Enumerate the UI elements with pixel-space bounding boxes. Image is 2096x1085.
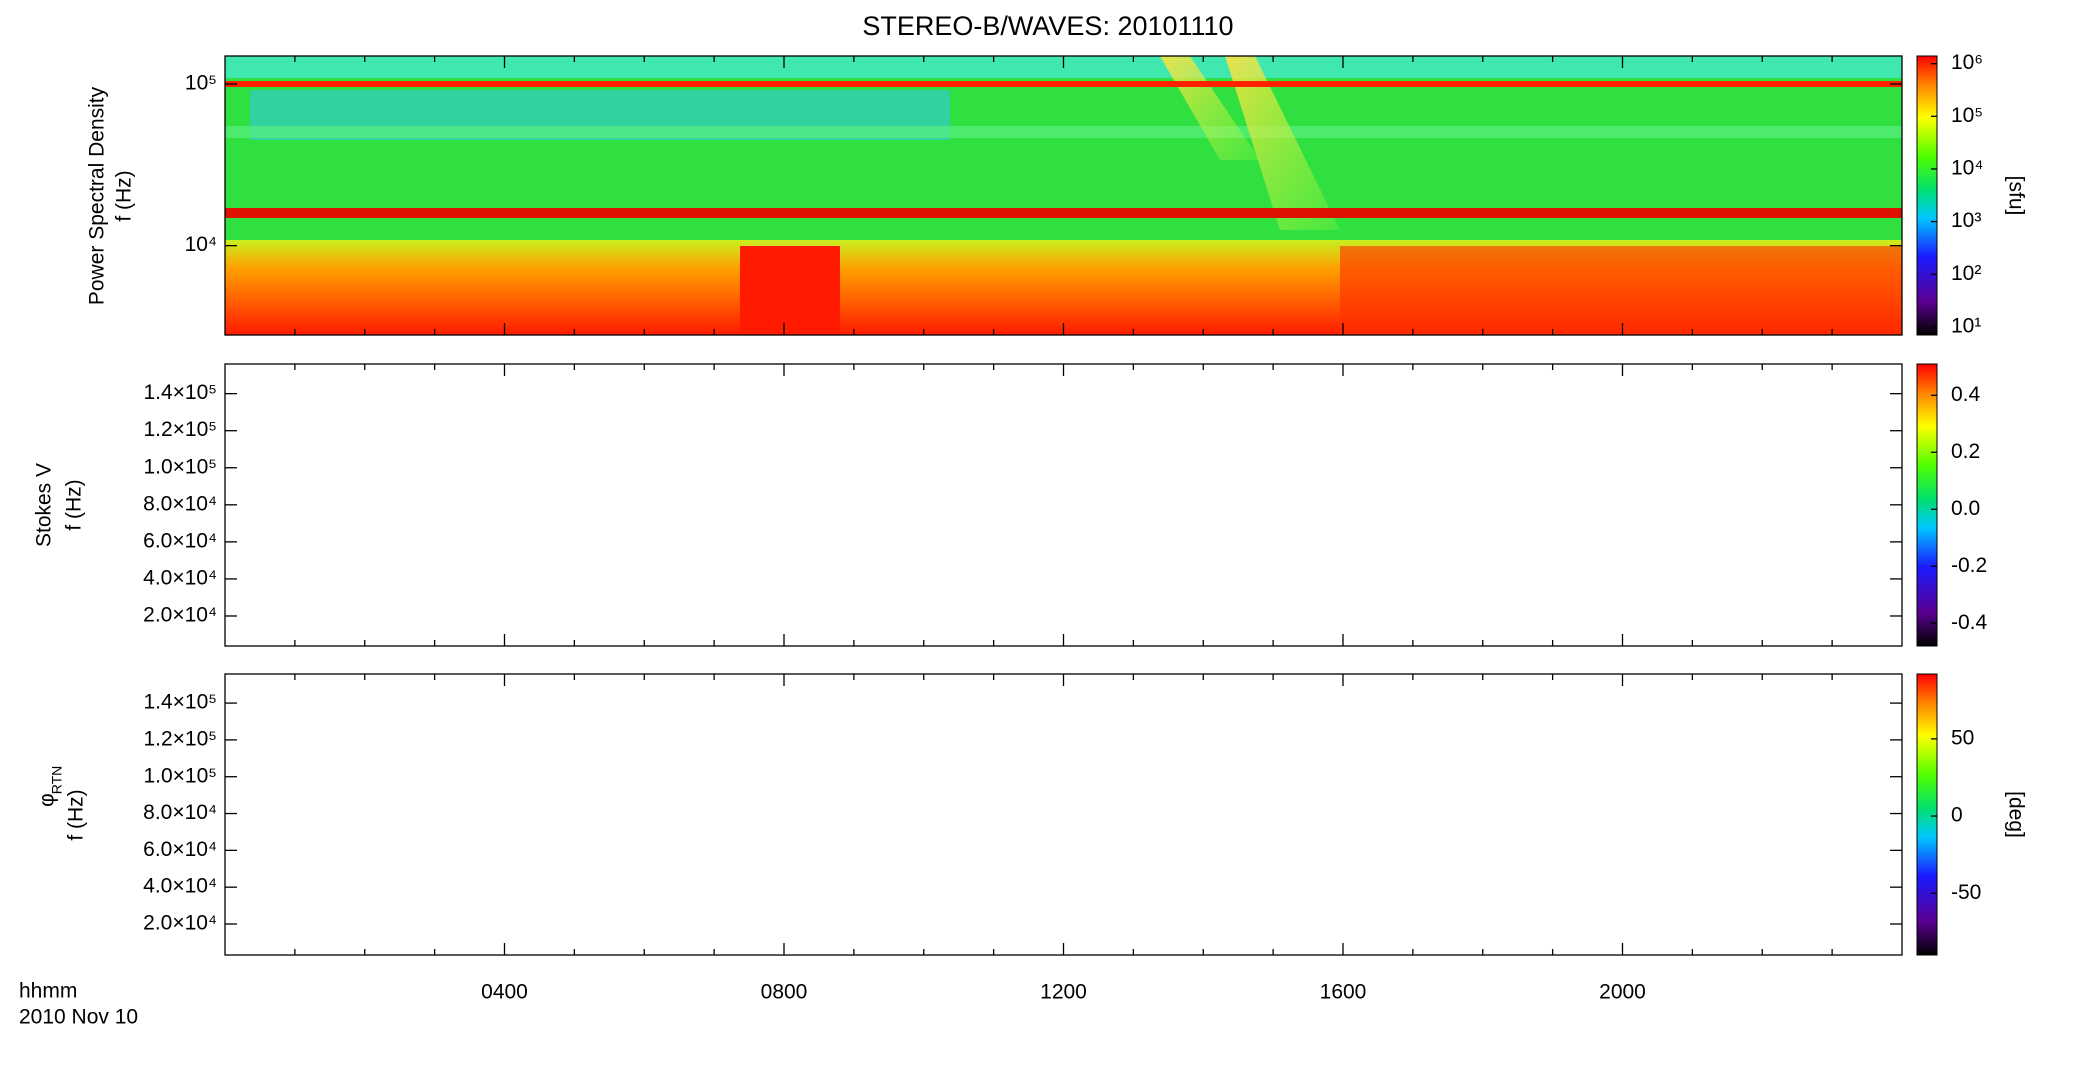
x-tick-label: 1200 <box>1040 981 1087 1004</box>
spectrogram-image <box>225 56 1902 335</box>
y-tick-label: 10⁴ <box>185 233 217 256</box>
x-tick-label: 0800 <box>761 981 808 1004</box>
colorbar-label: [sfu] <box>2004 176 2027 216</box>
y-tick-label: 1.0×10⁵ <box>143 764 217 787</box>
x-tick-label: 2000 <box>1599 981 1646 1004</box>
colorbar-tick-label: -50 <box>1951 881 1981 904</box>
y-axis-label: φ <box>36 793 59 807</box>
colorbar-tick-label: 0 <box>1951 804 1963 827</box>
colorbar-tick-label: -0.4 <box>1951 611 1988 634</box>
x-tick-label: 1600 <box>1320 981 1367 1004</box>
y-tick-label: 1.2×10⁵ <box>143 727 217 750</box>
colorbar <box>1916 363 1938 647</box>
y-tick-label: 8.0×10⁴ <box>143 801 217 824</box>
chart-title: STEREO-B/WAVES: 20101110 <box>862 11 1233 41</box>
y-axis-label: f (Hz) <box>63 479 86 530</box>
y-tick-label: 8.0×10⁴ <box>143 492 217 515</box>
colorbar-tick-label: 10³ <box>1951 209 1981 232</box>
y-axis-label: Stokes V <box>33 463 56 547</box>
colorbar <box>1916 55 1938 336</box>
colorbar-label: [deg] <box>2004 791 2027 838</box>
plot-frame <box>224 673 1903 956</box>
colorbar-tick-label: 10¹ <box>1951 314 1981 337</box>
colorbar-tick-label: -0.2 <box>1951 554 1987 577</box>
y-axis-label: f (Hz) <box>65 789 88 840</box>
y-axis-label: f (Hz) <box>113 170 136 221</box>
y-tick-label: 6.0×10⁴ <box>143 838 217 861</box>
y-axis-label: RTN <box>49 766 65 795</box>
y-tick-label: 2.0×10⁴ <box>143 604 217 627</box>
y-tick-label: 1.0×10⁵ <box>143 455 217 478</box>
colorbar-tick-label: 0.0 <box>1951 497 1980 520</box>
colorbar-tick-label: 0.2 <box>1951 440 1980 463</box>
colorbar-tick-label: 10² <box>1951 262 1981 285</box>
plot-frame <box>224 363 1903 647</box>
colorbar <box>1916 673 1938 956</box>
y-tick-label: 6.0×10⁴ <box>143 529 217 552</box>
colorbar-tick-label: 50 <box>1951 726 1974 749</box>
y-tick-label: 2.0×10⁴ <box>143 912 217 935</box>
x-axis-label: hhmm <box>19 980 77 1003</box>
y-tick-label: 10⁵ <box>185 72 217 95</box>
y-tick-label: 4.0×10⁴ <box>143 566 217 589</box>
colorbar-tick-label: 0.4 <box>1951 383 1981 406</box>
x-tick-label: 0400 <box>481 981 528 1004</box>
colorbar-tick-label: 10⁶ <box>1951 51 1983 74</box>
y-tick-label: 1.4×10⁵ <box>143 691 217 714</box>
y-axis-label: Power Spectral Density <box>86 86 109 305</box>
y-tick-label: 1.4×10⁵ <box>143 381 217 404</box>
x-axis-label: 2010 Nov 10 <box>19 1006 138 1029</box>
colorbar-tick-label: 10⁵ <box>1951 104 1983 127</box>
y-tick-label: 4.0×10⁴ <box>143 875 217 898</box>
colorbar-tick-label: 10⁴ <box>1951 157 1983 180</box>
y-tick-label: 1.2×10⁵ <box>143 418 217 441</box>
